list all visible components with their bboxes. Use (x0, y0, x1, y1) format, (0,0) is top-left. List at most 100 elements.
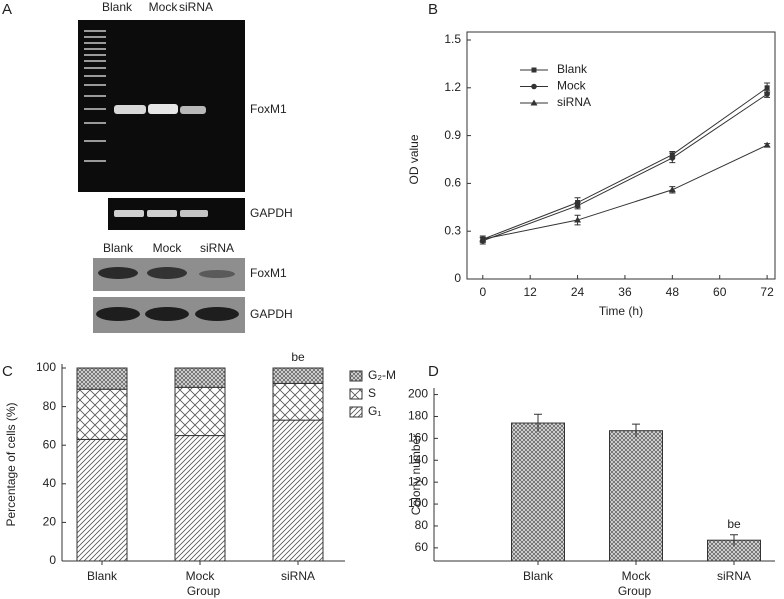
legend-marker (531, 83, 537, 90)
y-tick-label: 60 (43, 437, 57, 451)
x-tick-label: siRNA (281, 569, 315, 583)
bar-segment (272, 419, 324, 562)
x-tick-label: 48 (666, 285, 680, 299)
ladder-band (84, 75, 106, 77)
legend-label: G₂-M (368, 368, 396, 382)
series-line (482, 87, 768, 240)
blot-band (98, 267, 138, 279)
y-tick-label: 0.9 (444, 128, 461, 142)
legend-label: S (368, 386, 376, 400)
x-tick-label: Blank (87, 569, 118, 583)
gel-band (180, 106, 206, 114)
bar-segment (76, 388, 128, 440)
bar-segment (174, 386, 226, 437)
y-tick-label: 80 (43, 399, 57, 413)
y-tick-label: 1.2 (444, 80, 461, 94)
bar-segment (174, 367, 226, 388)
x-tick-label: 12 (523, 285, 537, 299)
legend-swatch (349, 370, 363, 382)
marker (764, 91, 770, 97)
y-axis-label: OD value (407, 134, 421, 184)
x-tick-label: 24 (571, 285, 585, 299)
ladder-band (84, 60, 106, 62)
lane-label: Blank (103, 241, 134, 255)
x-tick-label: siRNA (717, 569, 751, 583)
error-bar (730, 534, 738, 546)
legend-swatch (349, 406, 363, 418)
y-axis-label: Percentage of cells (%) (4, 402, 18, 526)
y-tick-label: 120 (408, 474, 428, 488)
y-tick-label: 100 (408, 496, 428, 510)
x-axis-label: Group (187, 584, 221, 598)
y-tick-label: 40 (43, 476, 57, 490)
y-tick-label: 0.3 (444, 223, 461, 237)
ladder-band (84, 48, 106, 50)
error-bar (632, 423, 640, 438)
ladder-band (84, 30, 106, 32)
ladder-band (84, 140, 106, 142)
marker (763, 141, 771, 148)
lane-label: siRNA (200, 241, 234, 255)
gel-band (180, 210, 208, 217)
x-axis-label: Time (h) (599, 304, 643, 318)
y-tick-label: 60 (415, 540, 429, 554)
ladder-band (84, 122, 106, 124)
legend-label: Blank (557, 62, 588, 76)
band-label: GAPDH (250, 206, 293, 220)
x-tick-label: Mock (622, 569, 652, 583)
y-tick-label: 80 (415, 518, 429, 532)
bar (511, 422, 565, 562)
x-tick-label: 72 (760, 285, 774, 299)
legend-label: G₁ (368, 404, 381, 418)
blot-band (145, 307, 189, 321)
band-label: FoxM1 (250, 266, 287, 280)
ladder-band (84, 67, 106, 69)
panel-label: A (2, 1, 12, 18)
marker (574, 202, 581, 209)
lane-label: Blank (102, 0, 133, 14)
x-tick-label: 36 (618, 285, 632, 299)
marker (669, 155, 676, 161)
lane-label: siRNA (179, 0, 213, 14)
ladder-band (84, 95, 106, 97)
error-bar (534, 413, 542, 432)
y-tick-label: 180 (408, 409, 428, 423)
bar-segment (76, 367, 128, 390)
gel-band (148, 104, 178, 114)
ladder-band (84, 84, 106, 86)
y-tick-label: 0 (49, 553, 56, 567)
ladder-band (84, 54, 106, 56)
ladder (84, 30, 106, 162)
blot-band (195, 307, 239, 321)
legend-swatch (349, 388, 363, 400)
annotation: be (727, 517, 741, 531)
plot-frame (466, 31, 776, 280)
gel-band (114, 105, 146, 114)
lane-label: Mock (149, 0, 179, 14)
blot-band (147, 267, 187, 279)
marker (574, 216, 582, 223)
y-tick-label: 0 (454, 271, 461, 285)
ladder-band (84, 160, 106, 162)
marker (479, 235, 487, 242)
panel-label: C (2, 363, 13, 380)
gel-band (147, 210, 177, 217)
legend-label: siRNA (557, 95, 591, 109)
y-tick-label: 100 (36, 360, 56, 374)
band-label: FoxM1 (250, 102, 287, 116)
marker (764, 85, 770, 91)
x-tick-label: 0 (479, 285, 486, 299)
x-axis-label: Group (618, 584, 652, 598)
x-tick-label: 60 (713, 285, 727, 299)
ladder-band (84, 36, 106, 38)
band-label: GAPDH (250, 307, 293, 321)
legend-label: Mock (557, 79, 587, 93)
bar (609, 430, 663, 562)
lane-label: Mock (153, 241, 183, 255)
x-tick-label: Blank (523, 569, 554, 583)
y-tick-label: 200 (408, 387, 428, 401)
series-line (482, 93, 768, 242)
panel-label: B (428, 1, 438, 18)
y-tick-label: 140 (408, 452, 428, 466)
